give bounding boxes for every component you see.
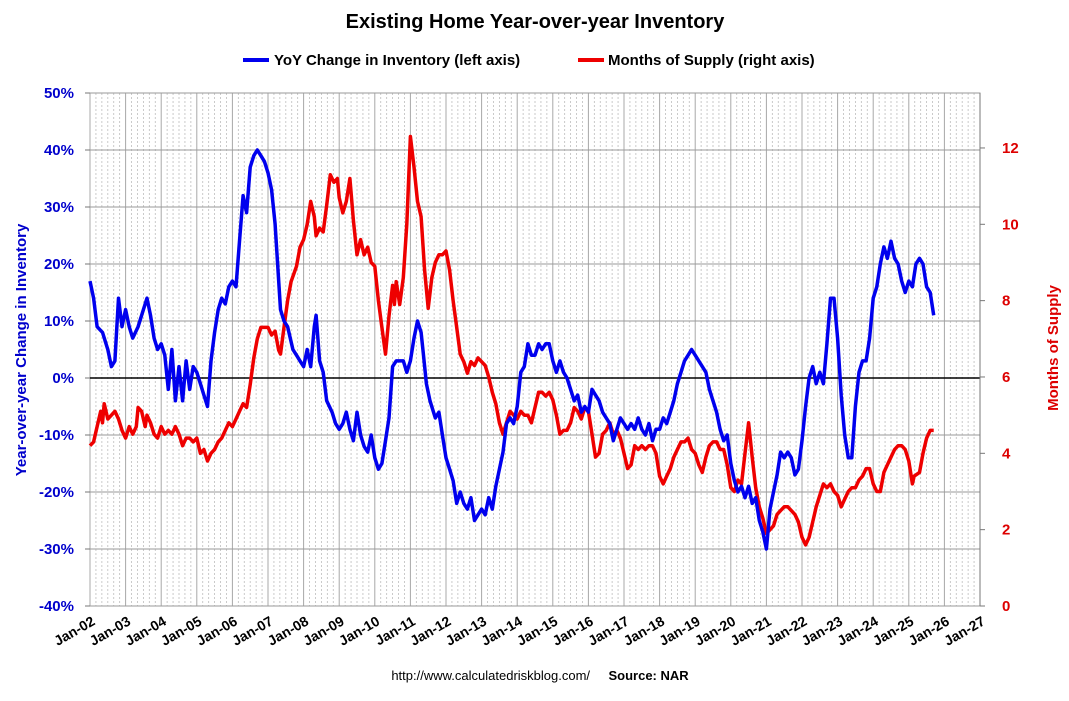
left-tick-label: 40%: [44, 142, 74, 159]
left-tick-label: -30%: [39, 541, 74, 558]
right-tick-label: 12: [1002, 140, 1019, 157]
legend-label-yoy: YoY Change in Inventory (left axis): [274, 52, 520, 69]
legend-label-supply: Months of Supply (right axis): [608, 52, 815, 69]
right-tick-label: 10: [1002, 216, 1019, 233]
series-yoy-change: [88, 148, 936, 551]
right-tick-label: 6: [1002, 369, 1010, 386]
left-tick-label: 0%: [52, 370, 74, 387]
left-tick-label: 30%: [44, 199, 74, 216]
right-tick-label: 0: [1002, 598, 1010, 615]
x-tick-label: Jan-10: [336, 613, 383, 649]
right-tick-label: 8: [1002, 293, 1010, 310]
right-tick-label: 2: [1002, 522, 1010, 539]
left-tick-label: 50%: [44, 85, 74, 102]
left-axis-ticks: 50% 40% 30% 20% 10% 0% -10% -20% -30% -40%: [39, 85, 90, 615]
left-tick-label: -20%: [39, 484, 74, 501]
source-label: Source: NAR: [608, 668, 689, 683]
left-axis-label: Year-over-year Change in Inventory: [13, 223, 30, 476]
x-axis-ticks: Jan-02Jan-03Jan-04Jan-05Jan-06Jan-07Jan-…: [51, 613, 988, 649]
left-tick-label: -40%: [39, 598, 74, 615]
left-tick-label: -10%: [39, 427, 74, 444]
source-line: http://www.calculatedriskblog.com/ Sourc…: [391, 667, 689, 684]
right-axis-ticks: 12 10 8 6 4 2 0: [979, 93, 1019, 615]
source-url: http://www.calculatedriskblog.com/: [391, 668, 590, 683]
left-tick-label: 20%: [44, 256, 74, 273]
right-tick-label: 4: [1002, 445, 1011, 462]
x-tick-label: Jan-27: [941, 613, 988, 649]
right-axis-label: Months of Supply: [1045, 284, 1062, 410]
legend: YoY Change in Inventory (left axis) Mont…: [243, 52, 815, 69]
left-tick-label: 10%: [44, 313, 74, 330]
chart-title: Existing Home Year-over-year Inventory: [346, 11, 726, 33]
